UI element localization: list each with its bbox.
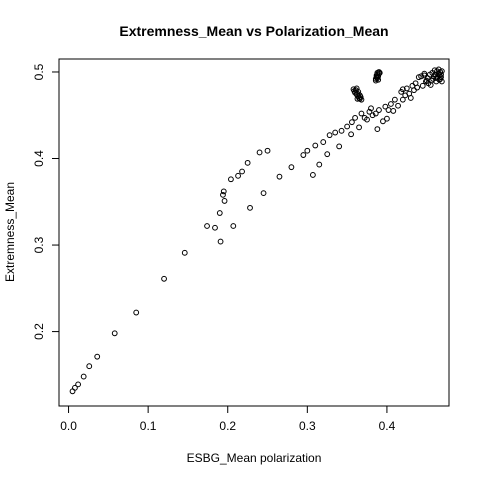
data-point [438,78,445,85]
data-point [212,224,218,231]
data-point [181,249,188,256]
y-tick-label: 0.2 [32,323,46,340]
x-axis-label: ESBG_Mean polarization [187,451,322,465]
data-point [72,384,78,391]
x-tick-label: 0.4 [379,419,396,433]
data-point [354,95,361,102]
y-axis: 0.2 0.3 0.4 0.5 [32,63,59,340]
data-point [433,75,440,81]
y-tick-label: 0.3 [32,236,46,253]
data-point [312,142,319,149]
data-point [230,223,237,229]
data-point [399,86,406,93]
data-point [348,131,355,138]
data-point [438,71,444,78]
data-point [324,151,331,158]
data-point [407,95,414,101]
data-point [288,164,295,171]
x-tick-label: 0.1 [140,419,157,433]
x-tick-label: 0.2 [219,419,236,433]
data-point [75,381,82,388]
y-tick-label: 0.5 [32,63,46,80]
data-point [382,103,389,110]
data-point [427,82,434,88]
data-point [414,84,421,91]
data-point [86,363,93,370]
data-point [336,143,343,150]
data-point [217,238,224,245]
data-point [161,275,167,282]
data-point [364,116,370,123]
data-point [309,172,316,178]
data-point [264,147,271,154]
data-point [399,96,406,103]
data-point [239,168,245,175]
data-point [423,77,430,84]
data-point [421,70,428,77]
data-point [376,69,383,76]
data-point [247,204,253,211]
data-point [304,147,311,154]
data-point [320,139,327,145]
data-point [204,223,210,229]
data-point [384,115,390,122]
data-point [357,94,364,100]
data-point [374,69,381,76]
data-point [276,173,283,180]
data-point [353,85,360,92]
data-point [316,161,323,168]
chart-title: Extremness_Mean vs Polarization_Mean [119,23,388,39]
data-point [228,176,234,183]
data-point [376,107,382,113]
x-tick-label: 0.0 [60,419,77,433]
data-point [355,88,362,95]
data-point [356,124,362,131]
y-axis-label: Extremness_Mean [3,182,17,282]
data-point [111,330,118,337]
data-point [366,108,373,115]
data-point [235,172,241,179]
data-point [133,309,140,316]
x-tick-label: 0.3 [299,419,316,433]
data-point [419,82,426,89]
y-tick-label: 0.4 [32,150,46,167]
data-point [395,102,401,109]
data-point [216,210,223,216]
data-point [80,373,87,380]
data-point [338,127,345,134]
data-point [352,114,358,121]
data-point [369,112,376,119]
data-point [391,96,398,103]
data-point [260,190,267,197]
data-point [220,191,226,198]
data-point [438,68,445,75]
data-point [332,129,339,136]
data-point [220,188,227,195]
data-point [256,149,263,156]
data-point [403,85,410,92]
data-point [358,110,365,117]
data-point [368,105,374,112]
data-point [374,126,381,132]
data-point [244,159,251,166]
data-point [390,108,397,114]
data-point [94,353,101,360]
data-point [300,152,307,158]
data-point [358,96,365,103]
data-point [372,110,379,117]
data-points [69,66,445,395]
x-axis: 0.0 0.1 0.2 0.3 0.4 [60,406,396,433]
data-point [380,118,386,125]
plot-frame [58,58,450,407]
data-point [221,198,228,204]
data-point [387,101,394,107]
data-point [348,119,355,126]
data-point [344,123,351,130]
data-point [326,132,333,139]
data-point [372,77,379,84]
